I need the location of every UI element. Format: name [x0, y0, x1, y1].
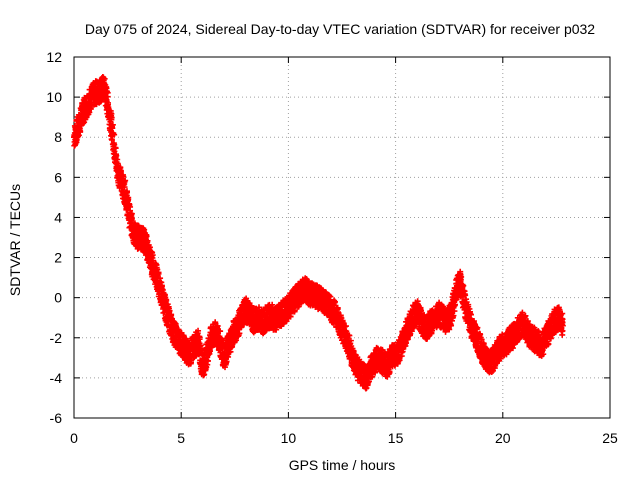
data-point — [112, 145, 119, 152]
data-point — [125, 196, 132, 203]
data-point — [163, 297, 170, 304]
data-point — [87, 106, 94, 113]
data-point — [204, 358, 211, 365]
data-point — [155, 269, 162, 276]
y-tick-label: -2 — [50, 330, 63, 346]
data-point — [196, 336, 203, 343]
y-axis-label: SDTVAR / TECUs — [7, 184, 23, 296]
data-point — [240, 321, 247, 328]
y-axis: -6 -4 -2 0 2 4 6 8 10 12 — [46, 49, 610, 426]
data-point — [143, 233, 150, 240]
data-point — [86, 109, 93, 116]
data-point — [101, 75, 108, 82]
x-tick-label: 20 — [495, 430, 511, 446]
data-point — [206, 348, 213, 355]
data-point — [111, 131, 118, 138]
x-axis-label: GPS time / hours — [289, 457, 396, 473]
y-tick-label: 6 — [54, 169, 62, 185]
x-tick-label: 15 — [388, 430, 404, 446]
data-point — [74, 133, 81, 140]
data-point — [195, 327, 202, 334]
chart-title: Day 075 of 2024, Sidereal Day-to-day VTE… — [85, 21, 595, 37]
data-point — [229, 343, 236, 350]
data-point — [225, 354, 232, 361]
x-axis: 0 5 10 15 20 25 — [70, 57, 618, 446]
y-tick-label: 0 — [54, 290, 62, 306]
data-point — [168, 311, 175, 318]
y-tick-label: 10 — [46, 89, 62, 105]
data-point — [77, 129, 84, 136]
data-point — [123, 189, 130, 196]
x-tick-label: 25 — [602, 430, 618, 446]
y-tick-label: 2 — [54, 250, 62, 266]
y-tick-label: 4 — [54, 209, 62, 225]
y-tick-label: 8 — [54, 129, 62, 145]
y-tick-label: 12 — [46, 49, 62, 65]
data-point — [201, 371, 208, 378]
data-point — [122, 177, 129, 184]
data-point — [144, 237, 151, 244]
data-point — [180, 333, 187, 340]
data-point — [104, 93, 111, 100]
y-tick-label: -4 — [50, 370, 63, 386]
data-point — [128, 210, 135, 217]
data-point — [127, 203, 134, 210]
y-tick-label: -6 — [50, 410, 63, 426]
data-point — [113, 152, 120, 159]
data-series — [71, 74, 566, 392]
x-tick-label: 5 — [177, 430, 185, 446]
x-tick-label: 10 — [281, 430, 297, 446]
grid-lines — [74, 57, 610, 418]
data-point — [109, 121, 116, 128]
data-point — [149, 252, 156, 259]
x-tick-label: 0 — [70, 430, 78, 446]
data-point — [217, 328, 224, 335]
data-point — [108, 114, 115, 121]
plot-frame — [73, 56, 611, 419]
data-point — [121, 184, 128, 191]
data-point — [223, 358, 230, 365]
data-point — [291, 307, 298, 314]
data-point — [236, 330, 243, 337]
